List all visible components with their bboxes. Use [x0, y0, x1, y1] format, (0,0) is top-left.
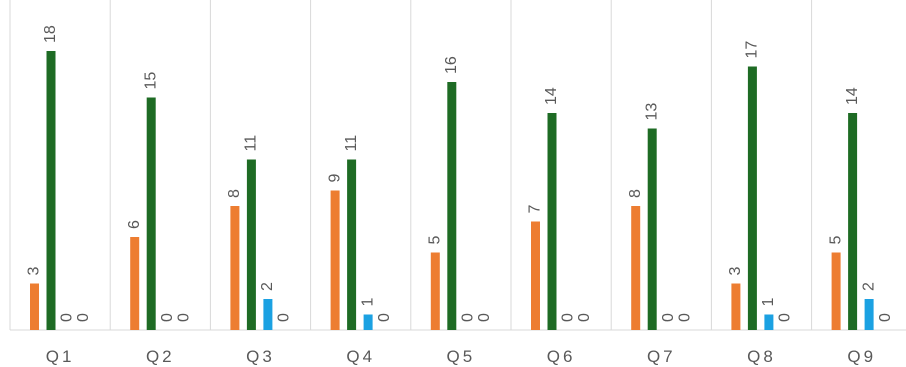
x-tick-label: Q3 [246, 347, 275, 366]
data-label: 7 [527, 205, 544, 214]
bar [447, 82, 457, 330]
data-label: 5 [827, 236, 844, 245]
bar [246, 159, 256, 330]
data-label: 8 [627, 189, 644, 198]
bar [831, 252, 841, 330]
bar [647, 128, 657, 330]
data-label: 18 [42, 25, 59, 43]
data-label: 1 [760, 298, 777, 307]
data-label: 17 [744, 41, 761, 59]
bar [347, 159, 357, 330]
bar [731, 283, 741, 330]
data-label: 0 [59, 313, 76, 322]
data-label: 11 [343, 135, 360, 152]
bar [30, 283, 39, 330]
data-label: 14 [543, 87, 560, 105]
data-label: 0 [877, 313, 894, 322]
bar [547, 113, 557, 330]
x-tick-label: Q5 [447, 347, 476, 366]
bar [864, 299, 874, 330]
data-label: 0 [159, 313, 176, 322]
x-tick-labels: Q1 Q2 Q3 Q4 Q5 Q6 Q7 Q8 Q9 [46, 347, 876, 366]
data-label: 1 [359, 298, 376, 307]
data-label: 0 [676, 313, 693, 322]
x-tick-label: Q7 [647, 347, 676, 366]
bar [130, 237, 140, 330]
x-tick-label: Q9 [847, 347, 876, 366]
data-label: 15 [142, 72, 159, 90]
data-label: 3 [727, 267, 744, 276]
bar [764, 314, 774, 330]
data-label: 0 [560, 313, 577, 322]
data-label: 2 [860, 282, 877, 291]
bar [263, 299, 273, 330]
data-label: 0 [476, 313, 493, 322]
data-label: 14 [844, 87, 861, 105]
data-label: 8 [226, 189, 243, 198]
data-label: 6 [126, 220, 143, 229]
data-label: 5 [427, 236, 444, 245]
bar [363, 314, 373, 330]
data-label: 2 [259, 282, 276, 291]
data-label: 0 [777, 313, 794, 322]
data-label: 3 [26, 267, 43, 276]
data-label: 0 [75, 313, 92, 322]
x-tick-label: Q2 [146, 347, 175, 366]
bars-layer [30, 51, 874, 330]
bar [747, 66, 757, 330]
data-label: 9 [326, 174, 343, 183]
data-label: 0 [576, 313, 593, 322]
data-label: 0 [276, 313, 293, 322]
data-label: 16 [443, 56, 460, 74]
bar [46, 51, 56, 330]
data-label: 0 [175, 313, 192, 322]
data-label: 0 [376, 313, 393, 322]
bar [848, 113, 858, 330]
data-label: 0 [660, 313, 677, 322]
x-tick-label: Q8 [747, 347, 776, 366]
grid-lines [9, 0, 813, 330]
x-tick-label: Q1 [46, 347, 75, 366]
x-tick-label: Q4 [346, 347, 375, 366]
data-label: 0 [460, 313, 477, 322]
bar [146, 97, 156, 330]
bar [631, 206, 641, 330]
data-label: 13 [643, 103, 660, 121]
bar [430, 252, 440, 330]
x-tick-label: Q6 [547, 347, 576, 366]
bar [330, 190, 340, 330]
bar [230, 206, 240, 330]
bar [531, 221, 540, 330]
data-label: 11 [243, 135, 260, 152]
